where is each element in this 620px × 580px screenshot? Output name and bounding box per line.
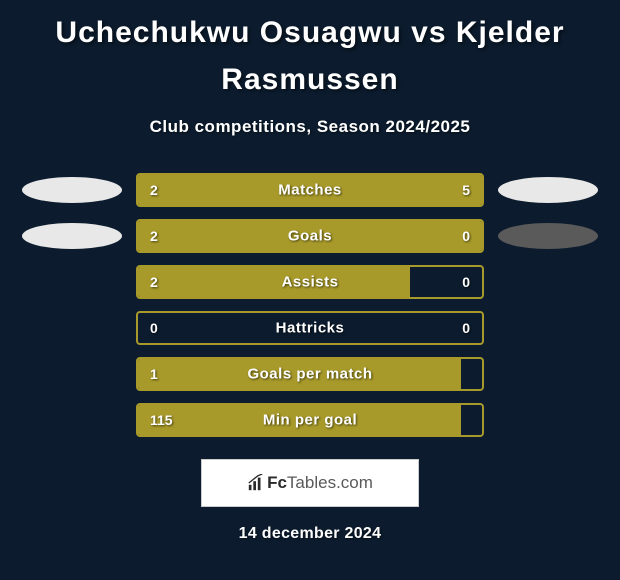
stat-left-value: 2: [150, 274, 158, 290]
bar-track: 2 0 Goals: [136, 219, 484, 253]
brand-inner: FcTables.com: [247, 473, 373, 493]
right-badge: [498, 223, 598, 249]
bar-track: 1 Goals per match: [136, 357, 484, 391]
stat-right-value: 0: [462, 274, 470, 290]
stat-row: 1 Goals per match: [0, 357, 620, 391]
stat-label: Goals: [288, 228, 332, 245]
stat-row: 2 0 Goals: [0, 219, 620, 253]
stat-row: 2 0 Assists: [0, 265, 620, 299]
stat-label: Assists: [282, 274, 339, 291]
page-title: Uchechukwu Osuagwu vs Kjelder Rasmussen: [0, 0, 620, 109]
stat-right-value: 5: [462, 182, 470, 198]
stat-right-value: 0: [462, 228, 470, 244]
brand-fc: Fc: [267, 473, 287, 492]
stat-row: 2 5 Matches: [0, 173, 620, 207]
brand-box: FcTables.com: [201, 459, 419, 507]
left-badge: [22, 223, 122, 249]
stats-area: 2 5 Matches 2 0 Goals 2 0 Assists 0 0 Hattricks 1 Goa…: [0, 173, 620, 437]
page-subtitle: Club competitions, Season 2024/2025: [0, 117, 620, 137]
bar-left-fill: [138, 221, 410, 251]
stat-left-value: 115: [150, 412, 173, 428]
stat-label: Min per goal: [263, 412, 357, 429]
bar-right-fill: [410, 221, 482, 251]
brand-text: FcTables.com: [267, 473, 373, 493]
stat-row: 115 Min per goal: [0, 403, 620, 437]
stat-row: 0 0 Hattricks: [0, 311, 620, 345]
stat-left-value: 2: [150, 228, 158, 244]
brand-tables: Tables.com: [287, 473, 373, 492]
stat-label: Hattricks: [276, 320, 345, 337]
right-badge: [498, 177, 598, 203]
bar-left-fill: [138, 267, 410, 297]
bar-track: 115 Min per goal: [136, 403, 484, 437]
stat-right-value: 0: [462, 320, 470, 336]
bar-track: 2 0 Assists: [136, 265, 484, 299]
bar-track: 2 5 Matches: [136, 173, 484, 207]
left-badge: [22, 177, 122, 203]
bar-track: 0 0 Hattricks: [136, 311, 484, 345]
stat-label: Goals per match: [247, 366, 372, 383]
stat-label: Matches: [278, 182, 342, 199]
bar-right-fill: [236, 175, 482, 205]
stat-left-value: 0: [150, 320, 158, 336]
chart-icon: [247, 474, 265, 492]
date-label: 14 december 2024: [0, 525, 620, 543]
stat-left-value: 2: [150, 182, 158, 198]
stat-left-value: 1: [150, 366, 158, 382]
